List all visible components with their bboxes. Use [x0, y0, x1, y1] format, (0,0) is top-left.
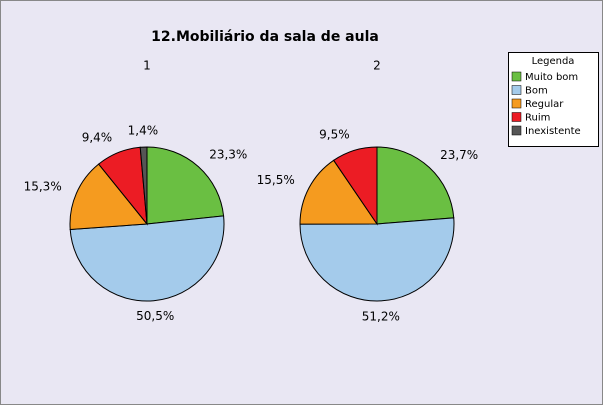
pie-title: 1: [143, 59, 151, 73]
legend-swatch: [511, 71, 522, 82]
data-label: 23,3%: [209, 147, 247, 161]
legend-swatch: [511, 125, 522, 136]
pie-slice: [299, 217, 455, 302]
data-label: 1,4%: [128, 124, 159, 138]
legend-swatch: [511, 112, 522, 122]
data-label: 23,7%: [440, 148, 478, 162]
pie-slice: [146, 146, 225, 225]
legend-label: Inexistente: [525, 126, 581, 137]
pie-slice: [376, 146, 455, 225]
legend-swatch: [511, 98, 522, 109]
legend-label: Bom: [525, 86, 548, 97]
pie-slice: [299, 159, 378, 225]
legend-label: Ruim: [525, 113, 550, 124]
data-label: 15,3%: [24, 179, 62, 193]
legend-box: [508, 52, 599, 147]
pie-slice: [332, 146, 378, 226]
chart-title: 12.Mobiliário da sala de aula: [151, 29, 379, 45]
data-label: 9,5%: [319, 128, 350, 142]
legend-label: Regular: [525, 99, 564, 110]
pie-slice: [69, 215, 225, 302]
legend-swatch: [511, 85, 522, 95]
pie-slice: [69, 163, 148, 230]
pie-title: 2: [373, 59, 381, 73]
legend-label: Muito bom: [525, 72, 578, 83]
pie-slice: [139, 146, 148, 225]
legend-title: Legenda: [532, 56, 575, 67]
data-label: 50,5%: [136, 309, 174, 323]
data-label: 51,2%: [362, 309, 400, 323]
data-label: 9,4%: [82, 130, 113, 144]
data-label: 15,5%: [257, 173, 295, 187]
